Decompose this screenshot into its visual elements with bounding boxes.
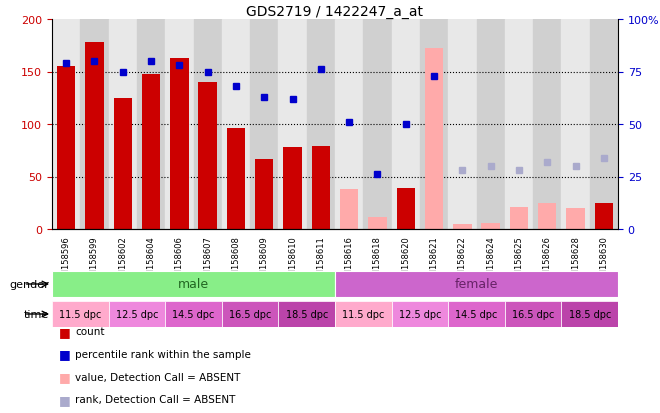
Bar: [255, 159, 273, 230]
Bar: [57, 67, 75, 230]
Bar: [595, 203, 613, 230]
Text: 11.5 dpc: 11.5 dpc: [342, 309, 385, 319]
Bar: [505, 20, 533, 230]
Text: percentile rank within the sample: percentile rank within the sample: [75, 349, 251, 359]
Text: male: male: [178, 278, 209, 291]
Text: 16.5 dpc: 16.5 dpc: [512, 309, 554, 319]
Bar: [52, 301, 109, 327]
Bar: [199, 83, 217, 230]
Bar: [52, 271, 335, 297]
Text: 14.5 dpc: 14.5 dpc: [455, 309, 498, 319]
Bar: [109, 20, 137, 230]
Text: gender: gender: [9, 279, 49, 289]
Bar: [109, 301, 165, 327]
Text: 12.5 dpc: 12.5 dpc: [115, 309, 158, 319]
Bar: [481, 223, 500, 230]
Bar: [137, 20, 165, 230]
Bar: [114, 99, 132, 230]
Bar: [538, 203, 556, 230]
Bar: [250, 20, 279, 230]
Bar: [193, 20, 222, 230]
Text: 18.5 dpc: 18.5 dpc: [286, 309, 328, 319]
Text: 11.5 dpc: 11.5 dpc: [59, 309, 102, 319]
Bar: [170, 59, 189, 230]
Bar: [397, 189, 415, 230]
Bar: [142, 74, 160, 230]
Text: rank, Detection Call = ABSENT: rank, Detection Call = ABSENT: [75, 394, 236, 404]
Bar: [227, 129, 245, 230]
Text: female: female: [455, 278, 498, 291]
Title: GDS2719 / 1422247_a_at: GDS2719 / 1422247_a_at: [246, 5, 424, 19]
Bar: [165, 20, 193, 230]
Text: value, Detection Call = ABSENT: value, Detection Call = ABSENT: [75, 372, 240, 382]
Text: time: time: [24, 309, 49, 319]
Text: 18.5 dpc: 18.5 dpc: [568, 309, 611, 319]
Text: ■: ■: [59, 325, 71, 338]
Bar: [85, 43, 104, 230]
Bar: [448, 20, 477, 230]
Bar: [312, 147, 330, 230]
Bar: [425, 49, 444, 230]
Text: 12.5 dpc: 12.5 dpc: [399, 309, 441, 319]
Bar: [477, 20, 505, 230]
Bar: [335, 301, 391, 327]
Bar: [453, 224, 471, 230]
Bar: [368, 218, 387, 230]
Bar: [335, 271, 618, 297]
Bar: [279, 301, 335, 327]
Bar: [52, 20, 81, 230]
Bar: [363, 20, 391, 230]
Bar: [340, 190, 358, 230]
Bar: [589, 20, 618, 230]
Bar: [391, 20, 420, 230]
Text: ■: ■: [59, 348, 71, 361]
Bar: [562, 20, 589, 230]
Bar: [533, 20, 562, 230]
Bar: [307, 20, 335, 230]
Bar: [165, 301, 222, 327]
Bar: [510, 207, 528, 230]
Text: ■: ■: [59, 393, 71, 406]
Text: ■: ■: [59, 370, 71, 383]
Bar: [505, 301, 562, 327]
Bar: [335, 20, 363, 230]
Bar: [279, 20, 307, 230]
Bar: [562, 301, 618, 327]
Bar: [222, 301, 279, 327]
Text: 14.5 dpc: 14.5 dpc: [172, 309, 215, 319]
Bar: [566, 209, 585, 230]
Bar: [283, 148, 302, 230]
Bar: [391, 301, 448, 327]
Bar: [81, 20, 109, 230]
Bar: [448, 301, 505, 327]
Text: 16.5 dpc: 16.5 dpc: [229, 309, 271, 319]
Text: count: count: [75, 326, 104, 336]
Bar: [420, 20, 448, 230]
Bar: [222, 20, 250, 230]
